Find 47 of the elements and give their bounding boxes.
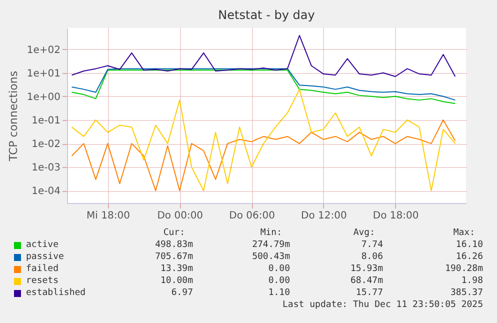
x-tick-label: Do 06:00 [229, 210, 275, 222]
text: Max: [453, 228, 475, 238]
legend-label: passive [26, 252, 64, 262]
text: 13.39m [160, 264, 193, 274]
text: 6.97 [171, 288, 193, 298]
x-tick-label: Do 00:00 [157, 210, 204, 222]
text: 10.00m [160, 276, 193, 286]
text: Last update: Thu Dec 11 23:50:05 2025 [282, 300, 483, 310]
text: 8.06 [361, 252, 383, 262]
line-series [71, 88, 456, 192]
chart-title: Netstat - by day [218, 8, 315, 22]
text: 16.10 [456, 240, 483, 250]
text: 498.83m [155, 240, 193, 250]
legend-label: established [26, 288, 86, 298]
text: 190.28m [445, 264, 483, 274]
text: 15.77 [356, 288, 383, 298]
text: 0.00 [268, 276, 290, 286]
text: 385.37 [450, 288, 483, 298]
y-axis-title: TCP connections [6, 70, 20, 162]
x-tick-label: Do 18:00 [372, 210, 419, 222]
y-tick-label: 1e-02 [32, 139, 60, 150]
y-tick-label: 1e+01 [26, 68, 60, 80]
x-tick-label: Mi 18:00 [86, 210, 130, 222]
text: 7.74 [361, 240, 383, 250]
line-series [71, 34, 456, 77]
text: 1.10 [268, 288, 290, 298]
legend-label: failed [26, 264, 59, 274]
legend-label: active [26, 240, 59, 250]
text: Avg: [353, 228, 375, 238]
text: 500.43m [252, 252, 290, 262]
text: 705.67m [155, 252, 193, 262]
y-tick-label: 1e+00 [26, 92, 60, 103]
text: Min: [260, 228, 282, 238]
text: 68.47m [350, 276, 383, 286]
text: 15.93m [350, 264, 383, 274]
text: 274.79m [252, 240, 290, 250]
y-tick-label: 1e-03 [32, 162, 60, 174]
legend-label: resets [26, 276, 59, 286]
y-tick-label: 1e-01 [32, 115, 60, 126]
text: 16.26 [456, 252, 483, 262]
line-series [71, 119, 456, 192]
x-tick-label: Do 12:00 [301, 210, 347, 222]
y-tick-label: 1e-04 [32, 186, 60, 198]
text: 1.98 [461, 276, 483, 286]
y-tick-label: 1e+02 [26, 44, 60, 56]
text: 0.00 [268, 264, 290, 274]
text: Cur: [163, 228, 185, 238]
